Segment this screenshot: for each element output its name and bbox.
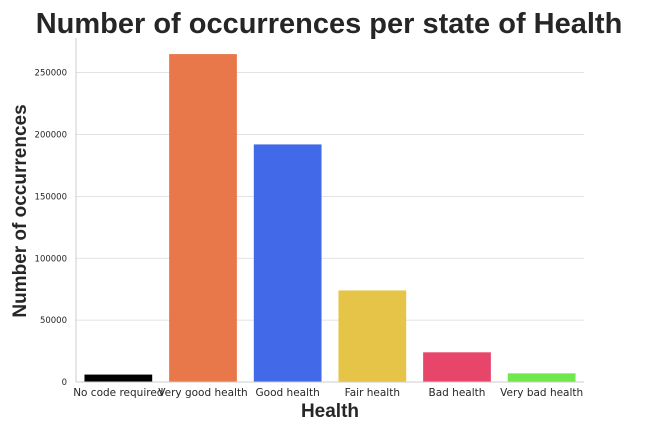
x-tick-label: Fair health xyxy=(345,387,400,399)
y-tick-label: 200000 xyxy=(35,131,67,141)
x-tick-label: Very bad health xyxy=(500,387,583,399)
y-tick-label: 150000 xyxy=(35,192,67,202)
y-tick-label: 100000 xyxy=(35,254,67,264)
bar-very-bad-health xyxy=(507,373,576,382)
grid-lines xyxy=(76,72,584,321)
x-tick-label: Good health xyxy=(256,387,320,399)
bar-bad-health xyxy=(423,352,491,382)
y-tick-label: 0 xyxy=(62,378,67,388)
bar-no-code-required xyxy=(84,374,153,382)
x-tick-label: Very good health xyxy=(158,387,247,399)
y-tick-labels: 0 50000 100000 150000 200000 250000 xyxy=(35,69,67,388)
bar-good-health xyxy=(253,144,322,382)
bars xyxy=(84,54,576,382)
x-tick-label: Bad health xyxy=(429,387,486,399)
y-tick-label: 50000 xyxy=(40,316,67,326)
x-axis-label: Health xyxy=(301,401,359,422)
y-tick-label: 250000 xyxy=(35,69,67,79)
x-tick-label: No code required xyxy=(73,387,163,399)
y-axis-label: Number of occurrences xyxy=(10,104,31,317)
bar-fair-health xyxy=(338,290,407,382)
bar-very-good-health xyxy=(169,54,237,382)
chart-title: Number of occurrences per state of Healt… xyxy=(36,8,623,40)
